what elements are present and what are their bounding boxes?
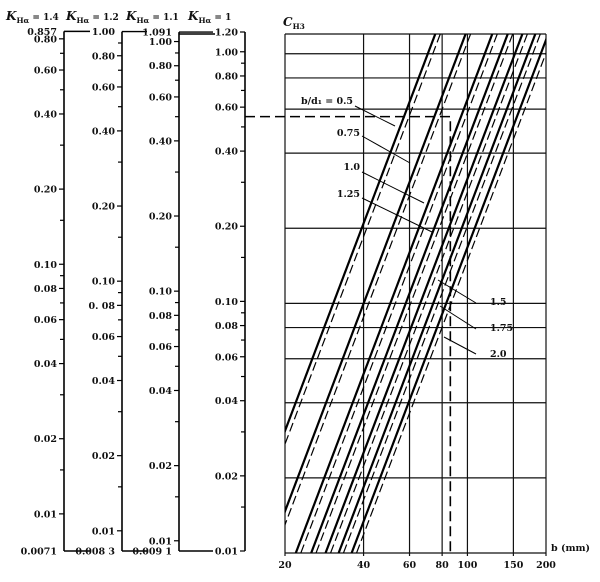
series-line-solid-1.5 xyxy=(324,34,524,553)
k-tick-label: 0.20 xyxy=(149,212,173,223)
k-tick-label: 0.40 xyxy=(34,109,58,120)
k-tick-label: 0.008 3 xyxy=(75,547,115,558)
k-tick-label: 0.009 1 xyxy=(132,547,172,558)
series-label: 2.0 xyxy=(490,349,507,360)
series-line-dashed-2.0 xyxy=(355,51,546,553)
x-tick-label: 60 xyxy=(403,560,417,571)
leader-line xyxy=(443,336,477,355)
k-tick-label: 0.60 xyxy=(215,103,239,114)
k-scale-header: KHα = 1.4 xyxy=(5,9,59,25)
k-tick-label: 0.02 xyxy=(215,471,238,482)
series-line-solid-0.5 xyxy=(285,34,437,434)
x-tick-label: 200 xyxy=(536,560,556,571)
k-tick-label: 0.02 xyxy=(92,451,115,462)
k-tick-label: 0.80 xyxy=(92,51,116,62)
series-line-solid-1.75 xyxy=(337,34,537,553)
k-tick-label: 0.0071 xyxy=(21,547,57,558)
k-tick-label: 0.06 xyxy=(215,352,239,363)
k-tick-label: 0.80 xyxy=(149,61,173,72)
k-tick-label: 0.10 xyxy=(92,277,116,288)
leader-line xyxy=(439,305,477,330)
k-tick-label: 0.10 xyxy=(215,297,239,308)
series-line-dashed-0.75 xyxy=(285,34,472,527)
k-tick-label: 0.04 xyxy=(34,359,58,370)
k-tick-label: 0.10 xyxy=(34,260,58,271)
k-tick-label: 0.01 xyxy=(215,547,238,558)
x-tick-label: 40 xyxy=(357,560,371,571)
k-tick-label: 0.80 xyxy=(34,34,58,45)
k-tick-label: 0.06 xyxy=(92,332,116,343)
k-tick-label: 0.01 xyxy=(34,509,57,520)
k-tick-label: 1.091 xyxy=(142,28,172,39)
k-tick-label: 0.10 xyxy=(149,287,173,298)
k-tick-label: 0.40 xyxy=(215,147,239,158)
k-tick-label: 1.00 xyxy=(215,47,239,58)
k-tick-label: 1.20 xyxy=(215,28,239,39)
k-tick-label: 0.08 xyxy=(215,321,239,332)
k-scale-header: KHα = 1.1 xyxy=(125,9,179,25)
k-tick-label: 1.00 xyxy=(92,27,116,38)
x-tick-label: 100 xyxy=(458,560,478,571)
k-scales: KHα = 1.40.8570.800.600.400.200.100.080.… xyxy=(5,9,246,558)
k-tick-label: 0.08 xyxy=(34,284,58,295)
k-tick-label: 0.06 xyxy=(149,342,173,353)
k-tick-label: 0.06 xyxy=(34,315,58,326)
x-tick-label: 80 xyxy=(436,560,450,571)
k-tick-label: 0.80 xyxy=(215,71,239,82)
series-label: 1.5 xyxy=(490,297,507,308)
series-line-dashed-0.5 xyxy=(285,34,441,446)
k-tick-label: 0.01 xyxy=(92,526,115,537)
leader-line xyxy=(437,279,477,304)
annotations: b/d₁ = 0.5 0.75 1.0 1.25 1.5 1.75 2.0 xyxy=(245,96,513,553)
series-label: 0.75 xyxy=(337,128,360,139)
series-line-solid-1.0 xyxy=(294,34,494,553)
plot-grid: 20 40 60 80 100 150 200 xyxy=(278,33,556,571)
series-label: 1.25 xyxy=(337,189,360,200)
series-label: b/d₁ = 0.5 xyxy=(301,96,353,107)
k-tick-label: 0.40 xyxy=(149,136,173,147)
leader-line xyxy=(361,171,425,204)
series-line-dashed-1.75 xyxy=(342,34,541,553)
k-scale-header: KHα = 1 xyxy=(187,9,231,25)
series-line-dashed-1.5 xyxy=(330,34,528,553)
x-axis-title: b (mm) xyxy=(551,543,590,554)
k-scale-header: KHα = 1.2 xyxy=(65,9,119,25)
x-tick-label: 20 xyxy=(278,560,292,571)
leader-line xyxy=(361,135,411,164)
k-tick-label: 0.857 xyxy=(27,27,57,38)
k-tick-label: 0.20 xyxy=(215,222,239,233)
leader-line xyxy=(361,197,433,233)
k-tick-label: 0. 08 xyxy=(89,301,116,312)
series-line-dashed-1.25 xyxy=(315,34,514,553)
k-tick-label: 0.04 xyxy=(92,376,116,387)
series-label: 1.0 xyxy=(343,162,360,173)
example-reading-path xyxy=(245,115,452,553)
k-tick-label: 0.60 xyxy=(34,66,58,77)
series-lines xyxy=(285,34,546,553)
k-tick-label: 0.40 xyxy=(92,126,116,137)
k-tick-label: 1.00 xyxy=(149,37,173,48)
k-tick-label: 0.20 xyxy=(92,202,116,213)
k-tick-label: 0.02 xyxy=(34,434,57,445)
k-tick-label: 0.08 xyxy=(149,311,173,322)
k-tick-label: 0.04 xyxy=(149,386,173,397)
x-tick-label: 150 xyxy=(503,560,523,571)
k-tick-label: 0.60 xyxy=(149,92,173,103)
k-tick-label: 0.60 xyxy=(92,82,116,93)
series-line-dashed-1.0 xyxy=(300,34,498,553)
k-tick-label: 0.04 xyxy=(215,396,239,407)
y-axis-title: CH3 xyxy=(283,15,305,31)
k-tick-label: 0.01 xyxy=(149,536,172,547)
series-label: 1.75 xyxy=(490,323,513,334)
k-tick-label: 0.02 xyxy=(149,461,172,472)
series-line-solid-1.25 xyxy=(310,34,509,553)
k-tick-label: 0.20 xyxy=(34,185,58,196)
series-line-solid-0.75 xyxy=(285,34,467,515)
